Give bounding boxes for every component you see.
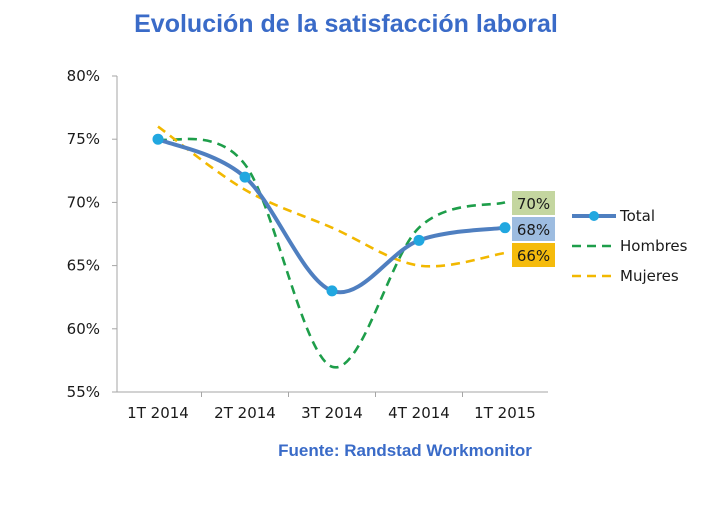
y-tick-label: 80% (67, 67, 100, 85)
series-line-mujeres (157, 125, 506, 268)
end-label-total: 68% (517, 221, 550, 239)
legend-marker-total (589, 211, 599, 221)
end-label-mujeres: 66% (517, 247, 550, 265)
end-label-box (512, 191, 555, 215)
series-layer (152, 125, 511, 369)
y-tick-label: 75% (67, 130, 100, 148)
end-label-box (512, 243, 555, 267)
legend-label-mujeres: Mujeres (620, 267, 679, 285)
y-tick-label: 70% (67, 193, 100, 211)
legend-label-total: Total (619, 207, 655, 225)
end-label-box (512, 217, 555, 241)
data-point-total (413, 234, 425, 246)
data-point-total (499, 222, 511, 234)
legend: Total Hombres Mujeres (572, 207, 688, 285)
y-tick-label: 65% (67, 257, 100, 275)
x-tick-label: 3T 2014 (301, 404, 363, 422)
x-tick-label: 1T 2014 (127, 404, 189, 422)
x-tick-label: 4T 2014 (388, 404, 450, 422)
chart-source: Fuente: Randstad Workmonitor (278, 441, 532, 460)
y-tick-label: 55% (67, 383, 100, 401)
chart-axes: 55% 60% 65% 70% 75% 80% 1T 2014 2T 2014 3T 2014 4… (67, 67, 548, 422)
chart-title: Evolución de la satisfacción laboral (134, 10, 558, 38)
data-point-total (239, 171, 251, 183)
series-line-hombres (157, 137, 506, 369)
x-tick-label: 1T 2015 (474, 404, 536, 422)
legend-label-hombres: Hombres (620, 237, 688, 255)
end-labels: 70% 68% 66% (512, 191, 555, 267)
x-tick-label: 2T 2014 (214, 404, 276, 422)
y-tick-label: 60% (67, 320, 100, 338)
end-label-hombres: 70% (517, 195, 550, 213)
series-line-total (156, 137, 507, 295)
data-point-total (326, 285, 338, 297)
data-point-total (152, 133, 164, 145)
